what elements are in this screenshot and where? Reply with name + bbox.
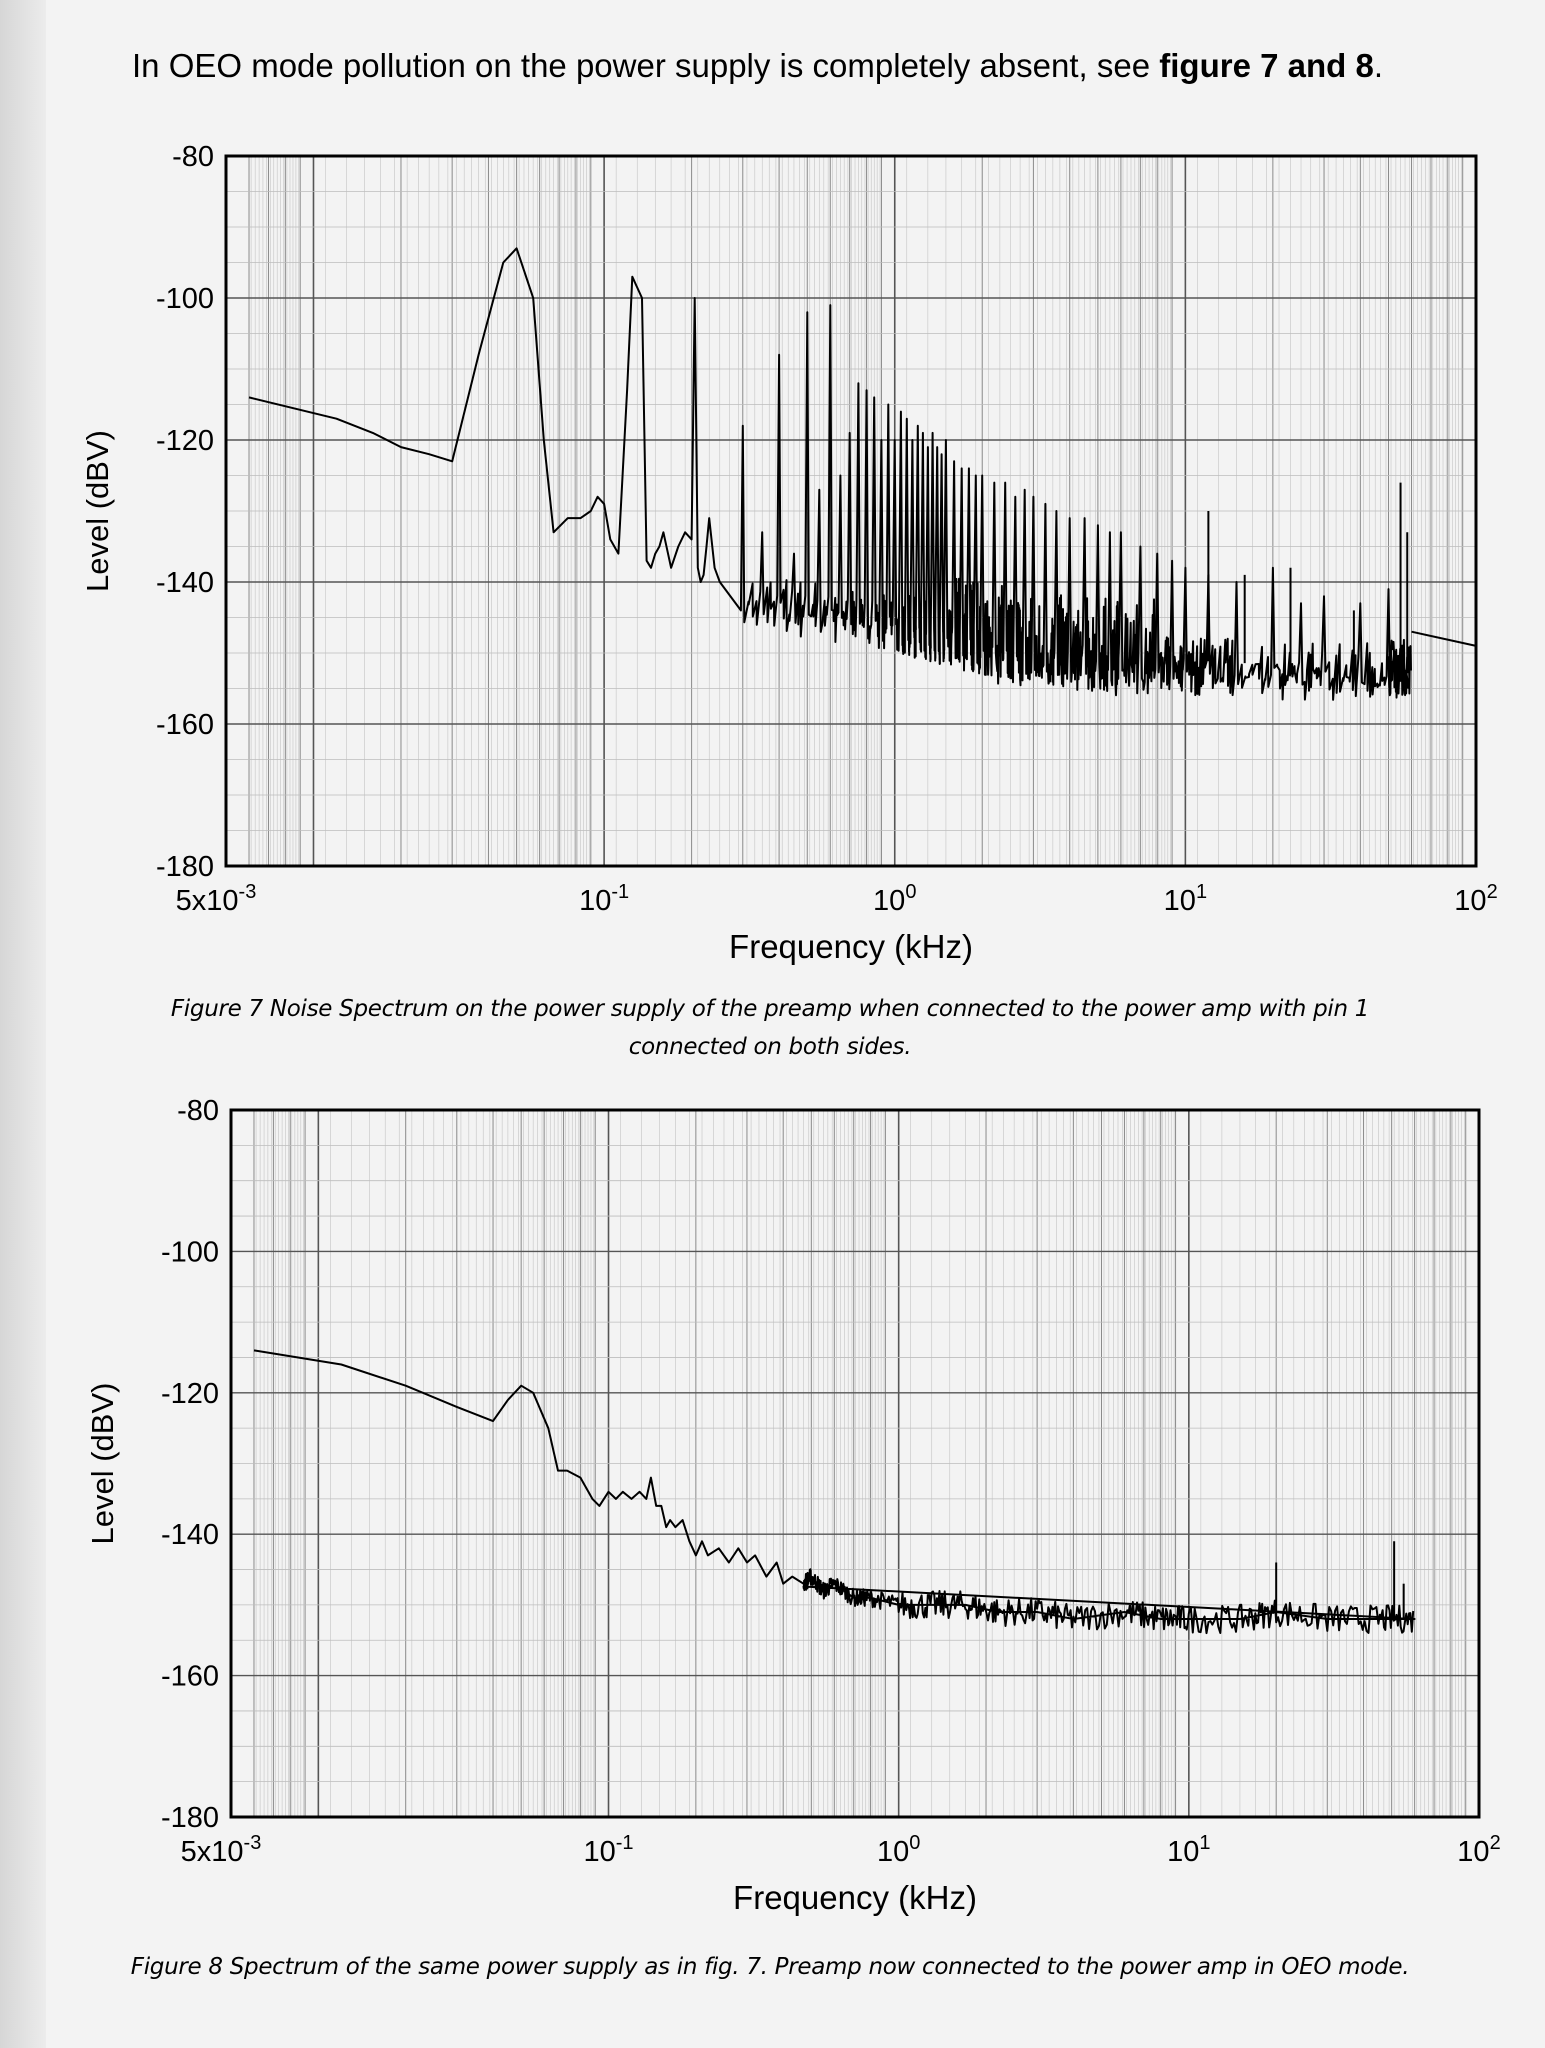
- intro-end: .: [1373, 47, 1383, 84]
- y-tick-label: -160: [161, 1661, 219, 1693]
- x-tick-label: 10-1: [579, 881, 629, 917]
- figure-8-caption-line: Figure 8 Spectrum of the same power supp…: [130, 1954, 1410, 1980]
- x-tick-label: 101: [1164, 881, 1207, 917]
- plot-frame: [229, 1108, 1481, 1819]
- plot-frame: [224, 154, 1478, 868]
- x-tick-label: 10-1: [583, 1832, 633, 1868]
- x-tick-label: 5x10-3: [181, 1832, 262, 1868]
- y-tick-label: -120: [161, 1378, 219, 1410]
- y-tick-label: -180: [161, 1802, 219, 1834]
- series-line: [253, 1349, 1416, 1635]
- y-tick-label: -180: [156, 851, 214, 883]
- x-tick-label: 102: [1457, 1832, 1500, 1868]
- y-axis-label: Level (dBV): [85, 1383, 120, 1545]
- y-axis-label: Level (dBV): [80, 430, 115, 592]
- series-trace: [248, 247, 1412, 701]
- intro-lead: In OEO mode: [132, 47, 334, 84]
- x-axis-label: Frequency (kHz): [733, 1879, 977, 1916]
- x-tick-label: 101: [1167, 1832, 1210, 1868]
- y-tick-label: -100: [156, 283, 214, 315]
- y-tick-label: -80: [172, 141, 214, 173]
- series-trace: [253, 1349, 1416, 1635]
- figure-7-caption-line-1: Figure 7 Noise Spectrum on the power sup…: [170, 996, 1370, 1022]
- y-tick-label: -100: [161, 1236, 219, 1268]
- page-edge: [0, 0, 46, 2048]
- series-tail: [1411, 630, 1477, 647]
- x-tick-label: 100: [877, 1832, 920, 1868]
- x-tick-label: 102: [1454, 881, 1497, 917]
- figure-7-caption: Figure 7 Noise Spectrum on the power sup…: [60, 990, 1480, 1066]
- intro-text: pollution on the power supply is complet…: [333, 47, 1160, 84]
- figure-7-caption-line-2: connected on both sides.: [628, 1034, 912, 1060]
- x-tick-label: 5x10-3: [176, 881, 257, 917]
- series-line: [248, 247, 1477, 701]
- intro-figure-reference: figure 7 and 8: [1159, 47, 1374, 84]
- y-tick-label: -140: [156, 567, 214, 599]
- y-tick-label: -140: [161, 1519, 219, 1551]
- x-tick-label: 100: [873, 881, 916, 917]
- x-axis-label: Frequency (kHz): [729, 928, 973, 965]
- y-tick-label: -160: [156, 709, 214, 741]
- figure-8-caption: Figure 8 Spectrum of the same power supp…: [60, 1948, 1480, 1986]
- y-tick-label: -80: [177, 1095, 219, 1127]
- intro-paragraph: In OEO mode pollution on the power suppl…: [132, 44, 1472, 88]
- y-tick-label: -120: [156, 425, 214, 457]
